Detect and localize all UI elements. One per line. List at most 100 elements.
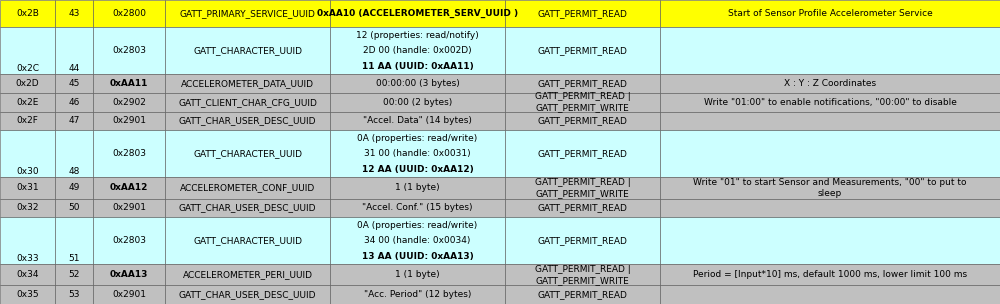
Text: 46: 46	[68, 98, 80, 107]
Text: GATT_CHARACTER_UUID: GATT_CHARACTER_UUID	[193, 236, 302, 245]
Bar	[93, 0, 165, 27]
Bar	[505, 199, 660, 217]
Text: 0x32: 0x32	[16, 203, 39, 212]
Text: 34 00 (handle: 0x0034): 34 00 (handle: 0x0034)	[364, 236, 471, 245]
Bar	[93, 217, 165, 264]
Text: 49: 49	[68, 184, 80, 192]
Text: 0x2800: 0x2800	[112, 9, 146, 18]
Text: 0xAA12: 0xAA12	[110, 184, 148, 192]
Bar	[330, 217, 505, 264]
Text: GATT_CLIENT_CHAR_CFG_UUID: GATT_CLIENT_CHAR_CFG_UUID	[178, 98, 317, 107]
Text: GATT_PERMIT_READ: GATT_PERMIT_READ	[538, 47, 627, 55]
Bar	[660, 264, 1000, 285]
Bar	[0, 0, 55, 27]
Bar	[0, 27, 55, 74]
Bar	[330, 178, 505, 199]
Bar	[0, 74, 55, 93]
Text: 0x2E: 0x2E	[16, 98, 39, 107]
Text: 0x2901: 0x2901	[112, 116, 146, 126]
Text: Period = [Input*10] ms, default 1000 ms, lower limit 100 ms: Period = [Input*10] ms, default 1000 ms,…	[693, 270, 967, 279]
Bar	[505, 27, 660, 74]
Text: 13 AA (UUID: 0xAA13): 13 AA (UUID: 0xAA13)	[362, 252, 473, 261]
Bar	[330, 74, 505, 93]
Bar	[55, 264, 93, 285]
Text: GATT_PERMIT_READ: GATT_PERMIT_READ	[538, 203, 627, 212]
Text: 31 00 (handle: 0x0031): 31 00 (handle: 0x0031)	[364, 149, 471, 158]
Bar	[93, 199, 165, 217]
Text: 52: 52	[68, 270, 80, 279]
Bar	[505, 217, 660, 264]
Bar	[55, 199, 93, 217]
Text: GATT_PERMIT_READ |
GATT_PERMIT_WRITE: GATT_PERMIT_READ | GATT_PERMIT_WRITE	[535, 265, 630, 285]
Text: 0x33: 0x33	[16, 254, 39, 263]
Bar	[0, 217, 55, 264]
Text: GATT_PERMIT_READ: GATT_PERMIT_READ	[538, 149, 627, 158]
Text: GATT_PERMIT_READ: GATT_PERMIT_READ	[538, 79, 627, 88]
Bar	[55, 112, 93, 130]
Text: 12 (properties: read/notify): 12 (properties: read/notify)	[356, 31, 479, 40]
Bar	[55, 93, 93, 112]
Text: 2D 00 (handle: 0x002D): 2D 00 (handle: 0x002D)	[363, 47, 472, 55]
Bar	[660, 285, 1000, 304]
Bar	[505, 93, 660, 112]
Bar	[93, 93, 165, 112]
Bar	[165, 178, 330, 199]
Bar	[660, 27, 1000, 74]
Bar	[660, 178, 1000, 199]
Bar	[505, 112, 660, 130]
Bar	[0, 130, 55, 178]
Bar	[505, 130, 660, 178]
Text: 1 (1 byte): 1 (1 byte)	[395, 184, 440, 192]
Text: GATT_PERMIT_READ |
GATT_PERMIT_WRITE: GATT_PERMIT_READ | GATT_PERMIT_WRITE	[535, 178, 630, 198]
Bar	[330, 285, 505, 304]
Text: GATT_PERMIT_READ: GATT_PERMIT_READ	[538, 9, 627, 18]
Text: GATT_CHARACTER_UUID: GATT_CHARACTER_UUID	[193, 47, 302, 55]
Bar	[660, 130, 1000, 178]
Bar	[330, 93, 505, 112]
Text: Write "01" to start Sensor and Measurements, "00" to put to
sleep: Write "01" to start Sensor and Measureme…	[693, 178, 967, 198]
Bar	[660, 74, 1000, 93]
Bar	[55, 0, 93, 27]
Bar	[93, 264, 165, 285]
Text: 0xAA11: 0xAA11	[110, 79, 148, 88]
Text: 12 AA (UUID: 0xAA12): 12 AA (UUID: 0xAA12)	[362, 165, 473, 174]
Text: 0x2F: 0x2F	[17, 116, 38, 126]
Bar	[660, 112, 1000, 130]
Bar	[165, 264, 330, 285]
Bar	[0, 93, 55, 112]
Text: 48: 48	[68, 167, 80, 176]
Bar	[330, 112, 505, 130]
Text: 0x2901: 0x2901	[112, 290, 146, 299]
Bar	[0, 178, 55, 199]
Bar	[165, 217, 330, 264]
Text: 47: 47	[68, 116, 80, 126]
Text: 0x2803: 0x2803	[112, 236, 146, 245]
Bar	[93, 178, 165, 199]
Text: GATT_CHAR_USER_DESC_UUID: GATT_CHAR_USER_DESC_UUID	[179, 290, 316, 299]
Text: 43: 43	[68, 9, 80, 18]
Bar	[55, 130, 93, 178]
Bar	[505, 74, 660, 93]
Bar	[165, 199, 330, 217]
Text: 0x2B: 0x2B	[16, 9, 39, 18]
Text: GATT_PERMIT_READ |
GATT_PERMIT_WRITE: GATT_PERMIT_READ | GATT_PERMIT_WRITE	[535, 92, 630, 112]
Text: Write "01:00" to enable notifications, "00:00" to disable: Write "01:00" to enable notifications, "…	[704, 98, 956, 107]
Text: 11 AA (UUID: 0xAA11): 11 AA (UUID: 0xAA11)	[362, 62, 473, 71]
Text: 0xAA13: 0xAA13	[110, 270, 148, 279]
Bar	[93, 74, 165, 93]
Bar	[165, 74, 330, 93]
Bar	[165, 93, 330, 112]
Text: Start of Sensor Profile Accelerometer Service: Start of Sensor Profile Accelerometer Se…	[728, 9, 932, 18]
Bar	[0, 199, 55, 217]
Bar	[330, 130, 505, 178]
Bar	[93, 285, 165, 304]
Bar	[55, 27, 93, 74]
Text: 0xAA10 (ACCELEROMETER_SERV_UUID ): 0xAA10 (ACCELEROMETER_SERV_UUID )	[317, 9, 518, 18]
Bar	[330, 0, 505, 27]
Text: "Acc. Period" (12 bytes): "Acc. Period" (12 bytes)	[364, 290, 471, 299]
Bar	[0, 264, 55, 285]
Text: ACCELEROMETER_PERI_UUID: ACCELEROMETER_PERI_UUID	[182, 270, 312, 279]
Text: 45: 45	[68, 79, 80, 88]
Text: 0x34: 0x34	[16, 270, 39, 279]
Text: X : Y : Z Coordinates: X : Y : Z Coordinates	[784, 79, 876, 88]
